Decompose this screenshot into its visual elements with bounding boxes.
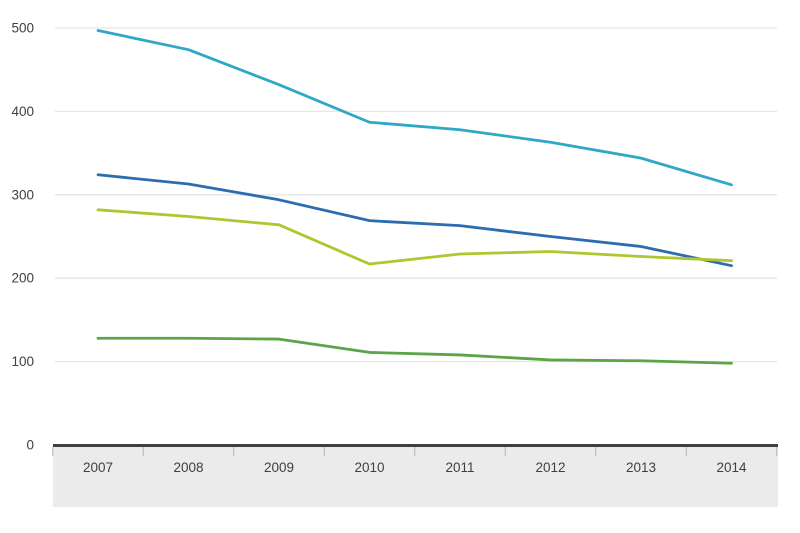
gridlines: [55, 27, 777, 363]
x-axis-label-2011: 2011: [445, 460, 474, 475]
x-axis-label-2008: 2008: [173, 460, 203, 475]
green-line: [96, 336, 733, 365]
y-axis-label-200: 200: [11, 271, 34, 286]
lime-line: [96, 208, 733, 266]
x-axis-label-2013: 2013: [626, 460, 656, 475]
y-axis-label-400: 400: [11, 104, 34, 119]
y-axis-labels: 0 100 200 300 400 500: [11, 21, 34, 453]
x-axis-label-2012: 2012: [535, 460, 565, 475]
x-axis-label-2010: 2010: [354, 460, 384, 475]
x-axis-label-2007: 2007: [83, 460, 113, 475]
x-axis-labels: 2007 2008 2009 2010 2011 2012 2013 2014: [83, 460, 747, 475]
y-axis-label-500: 500: [11, 21, 34, 36]
series-lines: [96, 29, 733, 365]
x-axis-label-2009: 2009: [264, 460, 294, 475]
blue-line: [96, 173, 733, 268]
axis-tick-marks: [52, 447, 778, 456]
y-axis-label-300: 300: [11, 187, 34, 202]
x-axis-label-2014: 2014: [716, 460, 747, 475]
y-axis-label-100: 100: [11, 354, 34, 369]
teal-line: [96, 29, 733, 187]
y-axis-label-0: 0: [26, 438, 34, 453]
x-axis-band: [53, 447, 778, 507]
